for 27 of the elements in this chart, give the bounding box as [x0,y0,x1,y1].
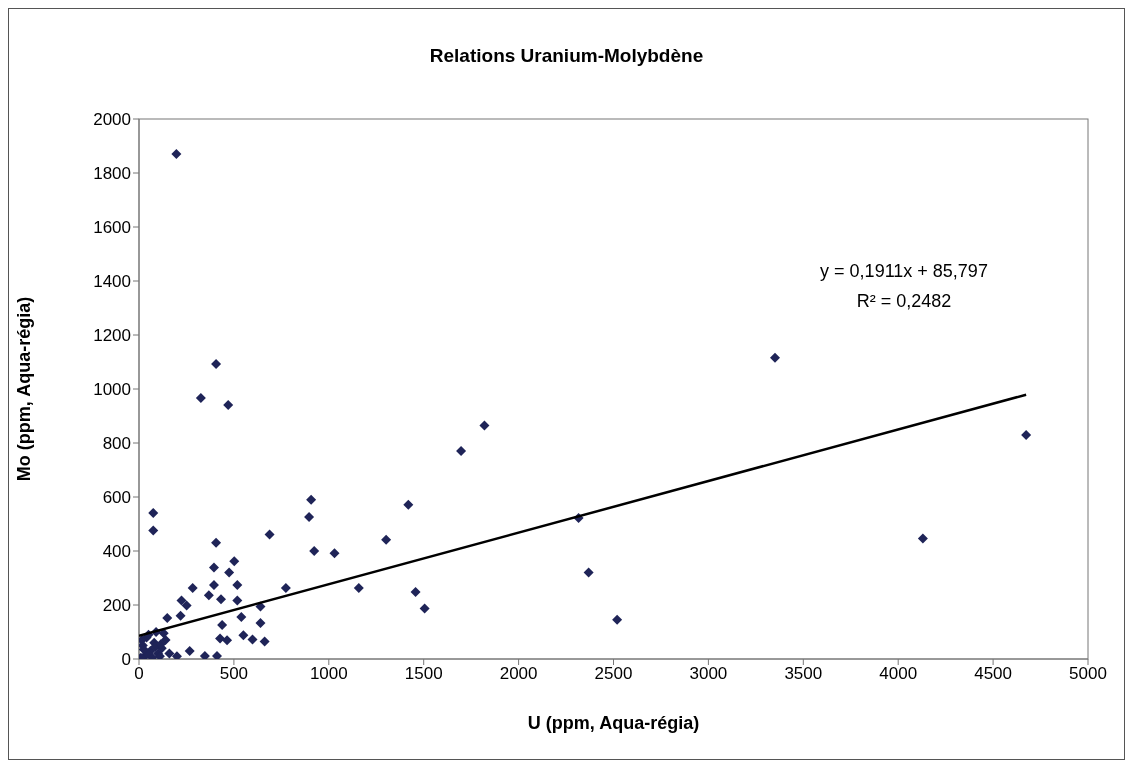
x-tick-label: 1000 [309,664,348,684]
y-tick-label: 1600 [93,218,131,238]
y-tick-label: 800 [102,434,131,454]
x-tick-label: 500 [219,664,249,684]
annotation: y = 0,1911x + 85,797 [819,261,989,282]
y-tick-label: 1000 [93,380,131,400]
y-axis-title: Mo (ppm, Aqua-régia) [14,296,35,482]
x-tick-label: 1500 [404,664,443,684]
x-tick-label: 3500 [784,664,823,684]
y-tick-label: 600 [102,488,131,508]
x-tick-label: 4500 [974,664,1013,684]
x-axis-title: U (ppm, Aqua-régia) [527,713,700,733]
y-tick-label: 1200 [93,326,131,346]
chart-title: Relations Uranium-Molybdène [428,45,705,67]
y-tick-label: 200 [102,596,131,616]
y-tick-label: 1800 [93,164,131,184]
x-tick-label: 2500 [594,664,633,684]
annotation: R² = 0,2482 [855,291,953,312]
x-tick-label: 2000 [499,664,538,684]
x-tick-label: 0 [134,664,144,684]
x-tick-label: 3000 [689,664,728,684]
x-tick-label: 4000 [879,664,918,684]
x-tick-label: 5000 [1069,664,1107,684]
y-tick-label: 1400 [93,272,131,292]
y-tick-label: 0 [121,650,131,670]
y-tick-label: 400 [102,542,131,562]
y-tick-label: 2000 [93,110,131,130]
